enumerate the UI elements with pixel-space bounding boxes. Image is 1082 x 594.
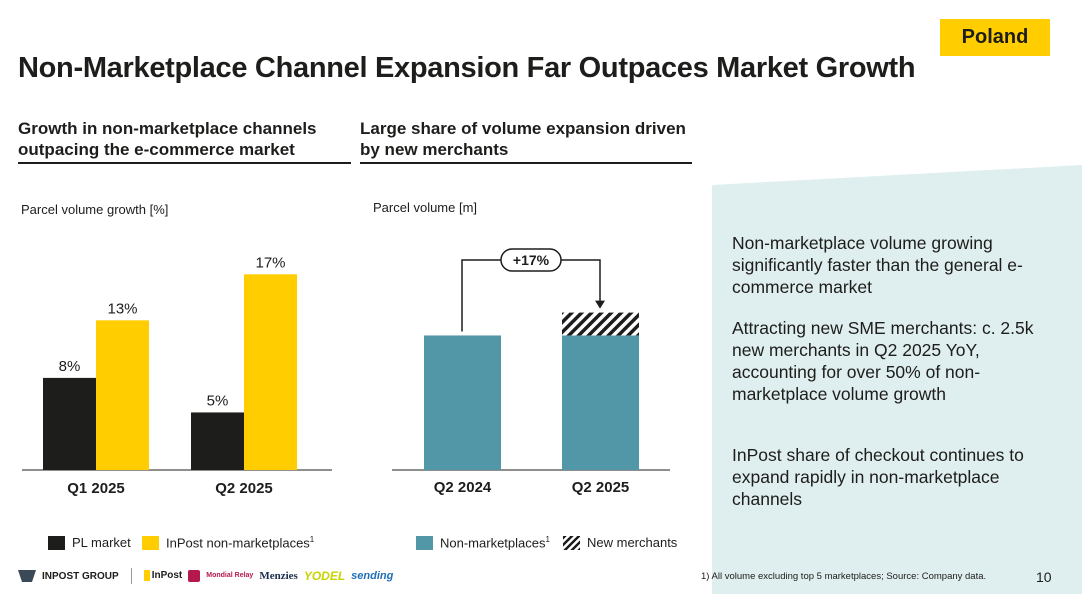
inpost-logo: InPost [143, 570, 183, 582]
page-title: Non-Marketplace Channel Expansion Far Ou… [18, 52, 916, 84]
data-label: 5% [207, 392, 229, 409]
legend-label-non-marketplaces: Non-marketplaces [440, 535, 546, 551]
legend-label-pl-market: PL market [72, 535, 131, 550]
left-section-heading: Growth in non-marketplace channels outpa… [18, 118, 317, 160]
growth-label-pill [500, 248, 562, 272]
volume-bar-chart: Q2 2024 Q2 2025 +17% [392, 248, 670, 496]
takeaways-panel [712, 165, 1082, 594]
legend-footnote-marker: 1 [309, 535, 315, 544]
inpost-group-logo: INPOST GROUP [42, 570, 119, 582]
middle-heading-rule [360, 162, 692, 164]
page-number: 10 [1036, 569, 1052, 585]
takeaway-2: Attracting new SME merchants: c. 2.5k ne… [732, 318, 1034, 404]
bar-inpost-non-marketplaces-0 [96, 320, 149, 470]
legend-label-inpost: InPost non-marketplaces [166, 535, 310, 551]
legend-swatch-new-merchants [563, 535, 580, 550]
legend-inpost-non-marketplaces: InPost non-marketplaces1 [142, 535, 314, 550]
data-label: 17% [255, 254, 285, 271]
middle-heading-line2: by new merchants [360, 140, 509, 159]
middle-axis-label: Parcel volume [m] [373, 200, 478, 215]
bar-non-marketplaces-1 [562, 335, 639, 470]
inpost-logo-text: InPost [151, 570, 183, 582]
footer-logos: INPOST GROUP InPost Mondial Relay Menzie… [18, 568, 393, 584]
legend-swatch-non-marketplaces [416, 535, 433, 550]
legend-swatch-inpost [142, 535, 159, 550]
footnote: 1) All volume excluding top 5 marketplac… [701, 571, 987, 582]
middle-section-heading: Large share of volume expansion driven b… [360, 118, 686, 160]
bar-non-marketplaces-0 [424, 335, 501, 470]
country-badge: Poland [940, 19, 1050, 56]
logo-divider [130, 568, 132, 584]
data-label: 8% [59, 358, 81, 375]
x-tick-label: Q2 2025 [572, 479, 630, 496]
left-heading-line1: Growth in non-marketplace channels [18, 119, 317, 138]
legend-non-marketplaces: Non-marketplaces1 [416, 535, 550, 550]
inpost-group-logo-mark [18, 570, 36, 582]
growth-arrow-head [595, 300, 605, 309]
yodel-logo: YODEL [303, 569, 346, 583]
bar-new-merchants-1 [562, 312, 639, 336]
middle-heading-line1: Large share of volume expansion driven [360, 119, 686, 138]
x-tick-label: Q1 2025 [67, 480, 125, 497]
mondial-relay-logo: Mondial Relay [206, 572, 254, 579]
legend-swatch-pl-market [48, 535, 65, 550]
sending-logo: sending [351, 570, 394, 582]
inpost-logo-mark [143, 570, 150, 582]
bar-inpost-non-marketplaces-1 [244, 274, 297, 470]
mondial-relay-logo-mark [188, 570, 201, 582]
legend-label-non-marketplaces-wrap: Non-marketplaces1 [440, 535, 550, 550]
bar-pl-market-1 [191, 412, 244, 470]
takeaway-1: Non-marketplace volume growing significa… [732, 233, 1023, 297]
legend-label-new-merchants: New merchants [587, 535, 678, 550]
left-heading-rule [18, 162, 351, 164]
x-tick-label: Q2 2024 [434, 479, 492, 496]
left-heading-line2: outpacing the e-commerce market [18, 140, 295, 159]
legend-footnote-marker-2: 1 [545, 535, 550, 544]
bar-pl-market-0 [43, 377, 96, 470]
menzies-logo: Menzies [259, 570, 298, 582]
growth-bar-chart: 8% 13% Q1 2025 5% 17% Q2 2025 [22, 254, 332, 497]
x-tick-label: Q2 2025 [215, 480, 273, 497]
left-axis-label: Parcel volume growth [%] [21, 202, 169, 217]
growth-label: +17% [513, 252, 550, 268]
legend-label-inpost-wrap: InPost non-marketplaces1 [166, 535, 314, 550]
legend-new-merchants: New merchants [563, 535, 677, 550]
data-label: 13% [107, 300, 137, 317]
takeaway-3: InPost share of checkout continues to ex… [732, 445, 1024, 509]
legend-pl-market: PL market [48, 535, 131, 550]
